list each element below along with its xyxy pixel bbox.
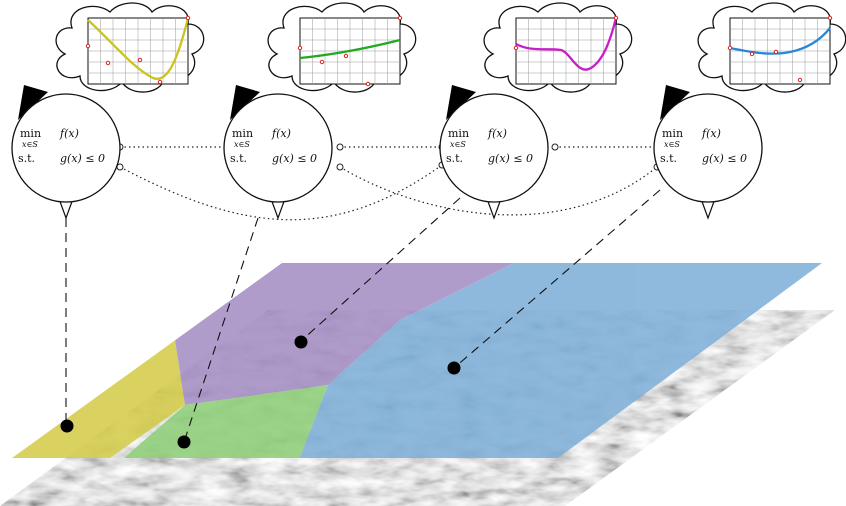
objective-function: f(x) <box>59 127 79 140</box>
set-subscript: x∈S <box>664 140 680 149</box>
st-label: s.t. <box>230 152 247 165</box>
sample-point <box>319 59 325 65</box>
problem-bubble <box>653 93 763 203</box>
leader-3 <box>300 197 461 342</box>
plot-grid <box>516 18 616 84</box>
sample-point <box>397 15 403 21</box>
region-point-green <box>177 435 191 449</box>
constraint: g(x) ≤ 0 <box>60 152 105 165</box>
sample-point <box>773 49 779 55</box>
sample-point <box>613 15 619 21</box>
model-plot <box>513 15 619 85</box>
constraint: g(x) ≤ 0 <box>488 152 533 165</box>
region-purple <box>175 263 540 405</box>
sample-point <box>343 53 349 59</box>
problem-bubble <box>223 93 333 203</box>
sample-point <box>85 43 91 49</box>
sample-point <box>105 60 111 66</box>
region-point-yellow <box>60 419 74 433</box>
sample-point <box>365 81 371 87</box>
model-plot <box>297 15 403 87</box>
bubble-pointer <box>446 85 476 120</box>
bubble-pointer <box>18 85 48 120</box>
model-plot <box>85 15 191 85</box>
constraint: g(x) ≤ 0 <box>702 152 747 165</box>
region-point-purple <box>294 335 308 349</box>
link-endpoints <box>116 143 661 171</box>
problem-bubble <box>11 93 121 203</box>
constraint: g(x) ≤ 0 <box>272 152 317 165</box>
leader-lines <box>65 189 661 443</box>
sample-point <box>827 15 833 21</box>
bubble-pointer <box>230 85 260 120</box>
region-points <box>60 335 461 449</box>
st-label: s.t. <box>18 152 35 165</box>
st-label: s.t. <box>660 152 677 165</box>
min-label: min <box>232 127 253 140</box>
objective-function: f(x) <box>487 127 507 140</box>
plot-grid <box>88 18 188 84</box>
sample-point <box>185 15 191 21</box>
sample-point <box>727 45 733 51</box>
st-label: s.t. <box>446 152 463 165</box>
min-label: min <box>448 127 469 140</box>
model-curve <box>87 17 190 80</box>
leader-2 <box>183 217 259 443</box>
objective-function: f(x) <box>271 127 291 140</box>
objective-function: f(x) <box>701 127 721 140</box>
problem-bubble <box>439 93 549 203</box>
link-1-3 <box>119 164 443 221</box>
sample-point <box>749 51 755 57</box>
min-label: min <box>20 127 41 140</box>
communication-links <box>119 146 658 221</box>
sample-point <box>137 57 143 63</box>
set-subscript: x∈S <box>450 140 466 149</box>
region-point-blue <box>447 361 461 375</box>
min-label: min <box>662 127 683 140</box>
sample-point <box>797 77 803 83</box>
model-curve <box>729 27 831 55</box>
model-plot <box>727 15 833 85</box>
set-subscript: x∈S <box>22 140 38 149</box>
region-green <box>110 385 328 458</box>
link-2-4 <box>339 166 658 216</box>
leader-4 <box>453 189 661 369</box>
sample-point <box>513 45 519 51</box>
model-curve <box>515 17 618 71</box>
bubble-pointer <box>660 85 690 120</box>
sample-point <box>157 79 163 85</box>
set-subscript: x∈S <box>234 140 250 149</box>
model-curve <box>299 38 401 60</box>
sample-point <box>297 45 303 51</box>
